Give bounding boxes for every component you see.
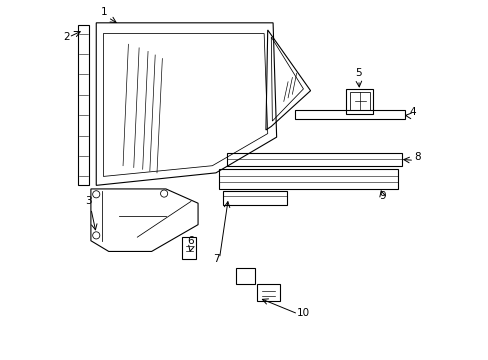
Text: 6: 6: [187, 235, 194, 246]
Text: 5: 5: [355, 68, 362, 78]
Text: 7: 7: [213, 254, 220, 264]
Text: 1: 1: [101, 7, 107, 17]
Text: 4: 4: [409, 107, 416, 117]
Text: 10: 10: [296, 309, 309, 319]
Text: 3: 3: [84, 196, 91, 206]
Text: 8: 8: [414, 152, 420, 162]
Text: 9: 9: [379, 190, 386, 201]
Text: 2: 2: [63, 32, 70, 42]
